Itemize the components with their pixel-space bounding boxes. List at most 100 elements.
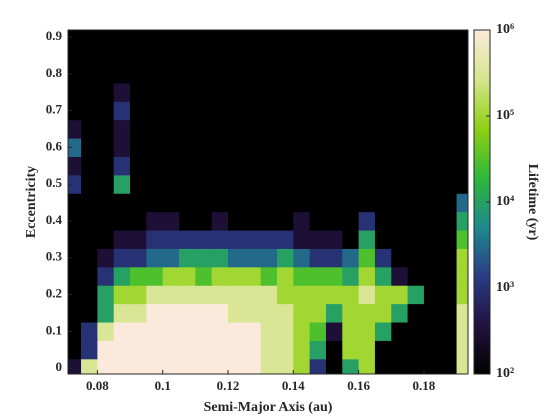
heatmap-cell <box>391 119 408 139</box>
heatmap-cell <box>211 119 229 139</box>
colorbar-tick-label: 10⁴ <box>496 194 515 209</box>
heatmap-cell <box>113 101 131 121</box>
heatmap-cell <box>391 46 408 65</box>
heatmap-cell <box>423 230 441 249</box>
heatmap-cell <box>276 248 294 268</box>
heatmap-cell <box>293 82 311 102</box>
heatmap-cell <box>97 174 115 194</box>
heatmap-cell <box>407 46 425 65</box>
heatmap-cell <box>146 119 164 139</box>
heatmap-cell <box>97 340 115 360</box>
heatmap-cell <box>309 340 327 360</box>
heatmap-cell <box>309 30 327 47</box>
heatmap-cell <box>342 174 360 194</box>
heatmap-cell <box>211 82 229 102</box>
heatmap-cell <box>276 303 294 323</box>
heatmap-cell <box>68 230 82 249</box>
heatmap-cell <box>325 285 343 305</box>
heatmap-cell <box>293 64 311 84</box>
heatmap-cell <box>342 30 360 47</box>
heatmap-cell <box>325 211 343 231</box>
heatmap-cell <box>81 101 98 121</box>
heatmap-cell <box>130 156 147 176</box>
heatmap-cell <box>81 248 98 268</box>
heatmap-cell <box>342 193 360 213</box>
heatmap-cell <box>293 193 311 213</box>
heatmap-cell <box>97 248 115 268</box>
heatmap-cell <box>276 156 294 176</box>
heatmap-cell <box>374 193 392 213</box>
y-tick-label: 0.2 <box>46 286 62 301</box>
heatmap-cell <box>81 156 98 176</box>
heatmap-cell <box>325 174 343 194</box>
heatmap-cell <box>68 285 82 305</box>
heatmap-cell <box>260 358 278 374</box>
heatmap-cell <box>391 230 408 249</box>
heatmap-cell <box>358 174 376 194</box>
heatmap-cell <box>358 285 376 305</box>
heatmap-cell <box>276 82 294 102</box>
heatmap-cell <box>358 138 376 157</box>
heatmap-cell <box>293 138 311 157</box>
heatmap-cell <box>162 82 180 102</box>
heatmap-cell <box>81 303 98 323</box>
heatmap-cell <box>407 285 425 305</box>
heatmap-cell <box>456 156 468 176</box>
heatmap-cell <box>162 174 180 194</box>
heatmap-cell <box>293 156 311 176</box>
heatmap-cell <box>211 266 229 286</box>
heatmap-cell <box>407 230 425 249</box>
heatmap-cell <box>342 82 360 102</box>
heatmap-cell <box>456 30 468 47</box>
x-tick-label: 0.08 <box>86 378 109 393</box>
heatmap-cell <box>358 119 376 139</box>
colorbar-tick-label: 10³ <box>496 280 514 295</box>
heatmap-cell <box>358 82 376 102</box>
heatmap-cell <box>81 174 98 194</box>
heatmap-cell <box>211 174 229 194</box>
heatmap-cell <box>391 285 408 305</box>
heatmap-cell <box>358 30 376 47</box>
heatmap-cell <box>260 46 278 65</box>
heatmap-cell <box>374 156 392 176</box>
heatmap-cell <box>423 211 441 231</box>
heatmap-cell <box>407 193 425 213</box>
heatmap-cell <box>179 46 196 65</box>
heatmap-cell <box>440 156 457 176</box>
heatmap-cell <box>456 340 468 360</box>
heatmap-cell <box>195 138 213 157</box>
heatmap-cell <box>195 64 213 84</box>
heatmap-cell <box>374 266 392 286</box>
heatmap-cell <box>179 285 196 305</box>
heatmap-cell <box>276 30 294 47</box>
heatmap-cell <box>358 211 376 231</box>
heatmap-cell <box>391 358 408 374</box>
heatmap-cell <box>113 248 131 268</box>
heatmap-cell <box>113 193 131 213</box>
heatmap-cell <box>195 266 213 286</box>
heatmap-cell <box>276 46 294 65</box>
heatmap-cell <box>162 193 180 213</box>
heatmap-cell <box>146 46 164 65</box>
heatmap-cell <box>325 303 343 323</box>
heatmap-cell <box>391 340 408 360</box>
heatmap-cell <box>276 193 294 213</box>
heatmap-cell <box>97 138 115 157</box>
heatmap-cell <box>130 248 147 268</box>
heatmap-cell <box>342 358 360 374</box>
heatmap-cell <box>81 285 98 305</box>
x-axis-label: Semi-Major Axis (au) <box>204 400 333 415</box>
heatmap-cell <box>342 119 360 139</box>
heatmap-cell <box>342 101 360 121</box>
heatmap-cell <box>146 248 164 268</box>
heatmap-cell <box>407 358 425 374</box>
heatmap-cell <box>407 119 425 139</box>
heatmap-cell <box>179 358 196 374</box>
heatmap-cell <box>211 64 229 84</box>
heatmap-cell <box>228 322 245 341</box>
heatmap-cell <box>260 82 278 102</box>
heatmap-cell <box>407 303 425 323</box>
heatmap-cell <box>276 174 294 194</box>
heatmap-cell <box>162 211 180 231</box>
x-tick-label: 0.12 <box>217 378 240 393</box>
